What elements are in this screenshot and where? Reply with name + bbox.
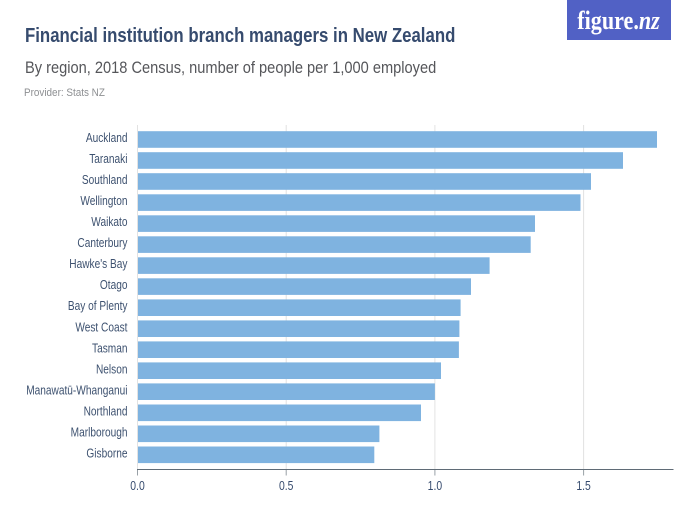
- svg-text:0.5: 0.5: [279, 479, 294, 493]
- svg-text:Gisborne: Gisborne: [86, 446, 127, 460]
- svg-text:Nelson: Nelson: [96, 362, 128, 376]
- svg-text:West Coast: West Coast: [75, 320, 128, 334]
- svg-text:Marlborough: Marlborough: [71, 425, 128, 439]
- svg-text:0.0: 0.0: [130, 479, 145, 493]
- svg-text:Waikato: Waikato: [91, 215, 127, 229]
- svg-text:Southland: Southland: [82, 173, 128, 187]
- svg-text:Canterbury: Canterbury: [77, 236, 127, 250]
- svg-text:Wellington: Wellington: [80, 194, 127, 208]
- svg-text:Bay of Plenty: Bay of Plenty: [68, 299, 128, 313]
- svg-text:Tasman: Tasman: [92, 341, 127, 355]
- svg-text:1.0: 1.0: [428, 479, 443, 493]
- svg-text:Hawke's Bay: Hawke's Bay: [69, 257, 127, 271]
- svg-text:Northland: Northland: [84, 404, 128, 418]
- svg-text:Manawatū-Whanganui: Manawatū-Whanganui: [26, 383, 127, 397]
- svg-text:Otago: Otago: [100, 278, 128, 292]
- svg-text:1.5: 1.5: [576, 479, 591, 493]
- svg-text:Auckland: Auckland: [86, 131, 128, 145]
- svg-text:Taranaki: Taranaki: [89, 152, 127, 166]
